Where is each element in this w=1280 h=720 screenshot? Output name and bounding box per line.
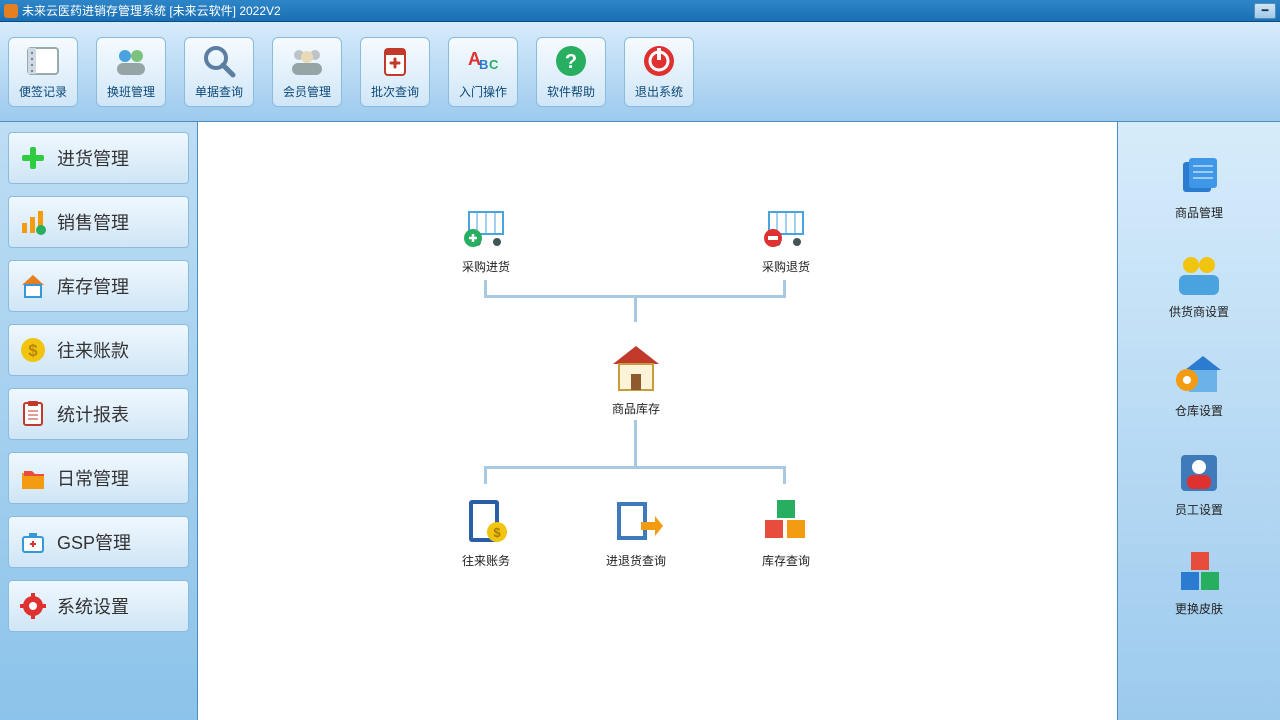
app-logo-icon [4, 4, 18, 18]
module-accounts[interactable]: $ 往来账款 [8, 324, 189, 376]
node-io-query-label: 进退货查询 [606, 552, 666, 569]
main-toolbar: 便签记录 换班管理 单据查询 会员管理 批次查询 ABC 入门操作 ? 软件帮助 [0, 22, 1280, 122]
shift-label: 换班管理 [107, 83, 155, 100]
svg-text:$: $ [28, 341, 38, 360]
svg-text:$: $ [493, 525, 501, 540]
quick-sidebar: 商品管理 供货商设置 仓库设置 员工设置 更换皮肤 [1118, 122, 1280, 720]
module-settings[interactable]: 系统设置 [8, 580, 189, 632]
shift-button[interactable]: 换班管理 [96, 37, 166, 107]
minimize-button[interactable]: ━ [1254, 3, 1276, 19]
module-settings-label: 系统设置 [57, 593, 129, 619]
help-icon: ? [553, 43, 589, 79]
clipboard-icon [19, 400, 47, 428]
module-sales[interactable]: 销售管理 [8, 196, 189, 248]
boxes-icon [759, 494, 813, 548]
module-stock[interactable]: 库存管理 [8, 260, 189, 312]
module-stock-label: 库存管理 [57, 273, 129, 299]
help-label: 软件帮助 [547, 83, 595, 100]
house-icon [19, 272, 47, 300]
plus-icon [19, 144, 47, 172]
svg-text:B: B [479, 57, 488, 72]
warehouse-set-icon [1175, 350, 1223, 398]
help-button[interactable]: ? 软件帮助 [536, 37, 606, 107]
cart-remove-icon [759, 200, 813, 254]
search-button[interactable]: 单据查询 [184, 37, 254, 107]
quick-warehouse[interactable]: 仓库设置 [1159, 350, 1239, 419]
medkit-icon [19, 528, 47, 556]
module-purchase-label: 进货管理 [57, 145, 129, 171]
node-io-query[interactable]: 进退货查询 [591, 494, 681, 569]
notes-label: 便签记录 [19, 83, 67, 100]
connector-bottom [484, 466, 786, 484]
folder-icon [19, 464, 47, 492]
members-label: 会员管理 [283, 83, 331, 100]
module-daily-label: 日常管理 [57, 465, 129, 491]
gear-icon [19, 592, 47, 620]
node-inventory[interactable]: 商品库存 [591, 342, 681, 417]
module-purchase[interactable]: 进货管理 [8, 132, 189, 184]
quick-staff-label: 员工设置 [1175, 501, 1223, 518]
batch-label: 批次查询 [371, 83, 419, 100]
search-icon [201, 43, 237, 79]
quick-skin[interactable]: 更换皮肤 [1159, 548, 1239, 617]
node-purchase-in-label: 采购进货 [462, 258, 510, 275]
exchange-icon [609, 494, 663, 548]
members-icon [289, 43, 325, 79]
guide-label: 入门操作 [459, 83, 507, 100]
guide-button[interactable]: ABC 入门操作 [448, 37, 518, 107]
connector-bottom-stem [634, 420, 637, 466]
title-bar: 未来云医药进销存管理系统 [未来云软件] 2022V2 ━ [0, 0, 1280, 22]
workspace: 进货管理 销售管理 库存管理 $ 往来账款 统计报表 日常管理 GSP管理 系统 [0, 122, 1280, 720]
module-gsp-label: GSP管理 [57, 529, 131, 555]
quick-skin-label: 更换皮肤 [1175, 600, 1223, 617]
node-inventory-label: 商品库存 [612, 400, 660, 417]
quick-warehouse-label: 仓库设置 [1175, 402, 1223, 419]
svg-text:?: ? [565, 51, 577, 73]
exit-button[interactable]: 退出系统 [624, 37, 694, 107]
module-daily[interactable]: 日常管理 [8, 452, 189, 504]
notes-button[interactable]: 便签记录 [8, 37, 78, 107]
window-title: 未来云医药进销存管理系统 [未来云软件] 2022V2 [22, 2, 281, 19]
quick-staff[interactable]: 员工设置 [1159, 449, 1239, 518]
quick-goods[interactable]: 商品管理 [1159, 152, 1239, 221]
module-reports[interactable]: 统计报表 [8, 388, 189, 440]
batch-button[interactable]: 批次查询 [360, 37, 430, 107]
shift-icon [113, 43, 149, 79]
module-accounts-label: 往来账款 [57, 337, 129, 363]
node-stock-query[interactable]: 库存查询 [741, 494, 831, 569]
quick-supplier[interactable]: 供货商设置 [1159, 251, 1239, 320]
svg-text:C: C [489, 57, 499, 72]
search-label: 单据查询 [195, 83, 243, 100]
quick-supplier-label: 供货商设置 [1169, 303, 1229, 320]
dollar-icon: $ [19, 336, 47, 364]
node-purchase-in[interactable]: 采购进货 [441, 200, 531, 275]
node-purchase-return-label: 采购退货 [762, 258, 810, 275]
supplier-icon [1175, 251, 1223, 299]
workflow-canvas: 采购进货 采购退货 商品库存 $ 往来账务 进退货查询 库存查询 [198, 122, 1118, 720]
skin-icon [1175, 548, 1223, 596]
ledger-icon: $ [459, 494, 513, 548]
chart-icon [19, 208, 47, 236]
exit-label: 退出系统 [635, 83, 683, 100]
goods-icon [1175, 152, 1223, 200]
node-purchase-return[interactable]: 采购退货 [741, 200, 831, 275]
module-gsp[interactable]: GSP管理 [8, 516, 189, 568]
guide-icon: ABC [465, 43, 501, 79]
node-arap[interactable]: $ 往来账务 [441, 494, 531, 569]
members-button[interactable]: 会员管理 [272, 37, 342, 107]
node-stock-query-label: 库存查询 [762, 552, 810, 569]
module-reports-label: 统计报表 [57, 401, 129, 427]
warehouse-icon [609, 342, 663, 396]
quick-goods-label: 商品管理 [1175, 204, 1223, 221]
node-arap-label: 往来账务 [462, 552, 510, 569]
module-sidebar: 进货管理 销售管理 库存管理 $ 往来账款 统计报表 日常管理 GSP管理 系统 [0, 122, 198, 720]
connector-top [484, 280, 786, 298]
connector-top-stem [634, 298, 637, 322]
module-sales-label: 销售管理 [57, 209, 129, 235]
notes-icon [25, 43, 61, 79]
exit-icon [641, 43, 677, 79]
staff-icon [1175, 449, 1223, 497]
cart-add-icon [459, 200, 513, 254]
batch-icon [377, 43, 413, 79]
